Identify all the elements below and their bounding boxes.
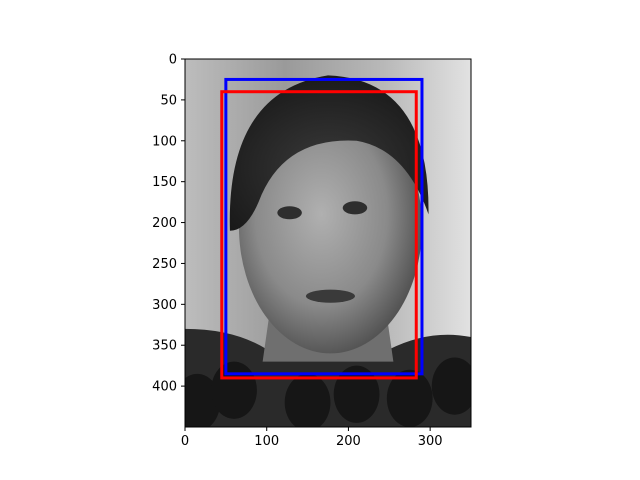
photo-eye-left xyxy=(277,206,302,220)
microphone-3 xyxy=(284,373,331,427)
x-tick-label-0: 0 xyxy=(181,434,189,449)
y-tick-label-250: 250 xyxy=(152,257,177,272)
y-axis: 0 50 100 150 200 250 300 350 400 xyxy=(152,53,185,395)
microphone-5 xyxy=(386,369,433,427)
photo-eye-right xyxy=(342,201,368,215)
photo-microphones xyxy=(185,357,471,427)
y-tick-label-150: 150 xyxy=(152,175,177,190)
y-tick-label-350: 350 xyxy=(152,339,177,354)
microphone-4 xyxy=(333,365,380,423)
photo-mouth xyxy=(305,289,355,303)
y-tick-label-300: 300 xyxy=(152,298,177,313)
photo-hair xyxy=(229,75,429,231)
photo-face xyxy=(238,99,422,354)
y-tick-label-50: 50 xyxy=(160,93,177,108)
axes-frame xyxy=(184,58,472,428)
bounding-boxes xyxy=(220,77,424,380)
bounding-box-1 xyxy=(224,77,424,376)
microphone-6 xyxy=(431,357,471,415)
x-tick-label-300: 300 xyxy=(418,434,443,449)
y-tick-label-400: 400 xyxy=(152,380,177,395)
microphone-2 xyxy=(211,361,257,419)
x-tick-label-100: 100 xyxy=(254,434,279,449)
bounding-box-2 xyxy=(220,90,418,380)
y-tick-label-100: 100 xyxy=(152,134,177,149)
x-tick-label-200: 200 xyxy=(336,434,361,449)
x-axis: 0 100 200 300 xyxy=(181,427,443,449)
y-tick-label-0: 0 xyxy=(169,53,177,68)
y-tick-label-200: 200 xyxy=(152,216,177,231)
